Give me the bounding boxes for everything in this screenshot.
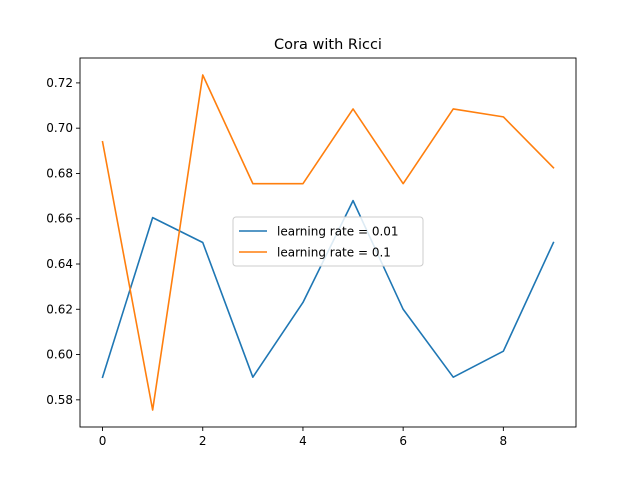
- x-tick-label: 2: [199, 434, 207, 448]
- plot-frame: [79, 57, 577, 428]
- legend-label-1: learning rate = 0.1: [277, 246, 391, 260]
- y-tick-label: 0.70: [46, 121, 73, 135]
- legend-label-0: learning rate = 0.01: [277, 225, 399, 239]
- y-tick-label: 0.58: [46, 393, 73, 407]
- y-tick-label: 0.68: [46, 166, 73, 180]
- x-tick-label: 0: [99, 434, 107, 448]
- legend-box: [232, 216, 424, 267]
- y-tick-label: 0.64: [46, 257, 73, 271]
- x-axis: 0 2 4 6 8: [99, 427, 507, 448]
- x-tick-label: 8: [500, 434, 508, 448]
- y-tick-label: 0.60: [46, 348, 73, 362]
- x-tick-label: 6: [399, 434, 407, 448]
- legend: learning rate = 0.01 learning rate = 0.1: [232, 216, 424, 267]
- series-line-1: [101, 74, 555, 411]
- x-tick-label: 4: [299, 434, 307, 448]
- y-tick-label: 0.72: [46, 76, 73, 90]
- y-tick-label: 0.66: [46, 212, 73, 226]
- y-axis: 0.58 0.60 0.62 0.64 0.66 0.68 0.70 0.72: [46, 76, 80, 407]
- chart-title: Cora with Ricci: [274, 37, 382, 53]
- y-tick-label: 0.62: [46, 302, 73, 316]
